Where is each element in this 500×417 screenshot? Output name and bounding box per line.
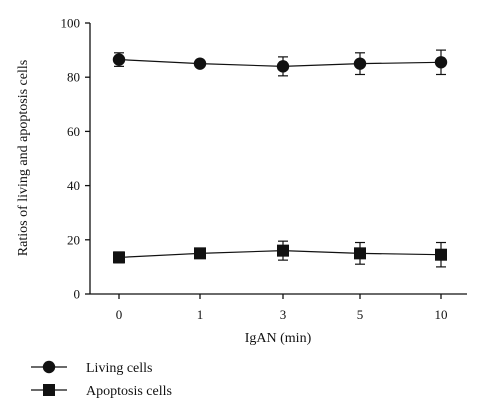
- y-tick-label-100: 100: [61, 16, 81, 31]
- y-tick-label-20: 20: [67, 232, 80, 247]
- y-tick-label-80: 80: [67, 70, 80, 85]
- x-tick-label-3: 3: [280, 307, 287, 322]
- y-tick-label-40: 40: [67, 178, 80, 193]
- data-point: [112, 53, 126, 66]
- plot-area: 0 20 40 60 80 100 0 1 3 5 10: [61, 16, 467, 322]
- data-point: [434, 56, 448, 69]
- legend-label: Living cells: [86, 361, 153, 376]
- series-1: [113, 240, 447, 268]
- x-ticks: 0 1 3 5 10: [116, 294, 448, 322]
- data-point: [354, 247, 366, 260]
- series-layer: [112, 49, 448, 268]
- legend-marker: [42, 360, 56, 374]
- x-axis-title: IgAN (min): [245, 331, 312, 346]
- data-point: [277, 244, 289, 257]
- data-point: [353, 57, 367, 70]
- data-point: [193, 57, 207, 70]
- series-0: [112, 49, 448, 77]
- x-tick-label-10: 10: [435, 307, 448, 322]
- legend-item-0: Living cells: [31, 360, 153, 376]
- data-point: [194, 247, 206, 260]
- x-tick-label-0: 0: [116, 307, 123, 322]
- y-ticks: 0 20 40 60 80 100: [61, 16, 90, 302]
- y-tick-label-60: 60: [67, 124, 80, 139]
- legend-item-1: Apoptosis cells: [31, 384, 172, 399]
- data-point: [276, 60, 290, 73]
- y-tick-label-0: 0: [74, 287, 81, 302]
- x-tick-label-1: 1: [197, 307, 204, 322]
- data-point: [435, 248, 447, 261]
- y-axis-title: Ratios of living and apoptosis cells: [16, 60, 31, 256]
- data-point: [113, 251, 125, 264]
- legend: Living cells Apoptosis cells: [31, 360, 172, 399]
- legend-label: Apoptosis cells: [86, 384, 172, 399]
- legend-marker: [43, 384, 55, 396]
- x-tick-label-5: 5: [357, 307, 364, 322]
